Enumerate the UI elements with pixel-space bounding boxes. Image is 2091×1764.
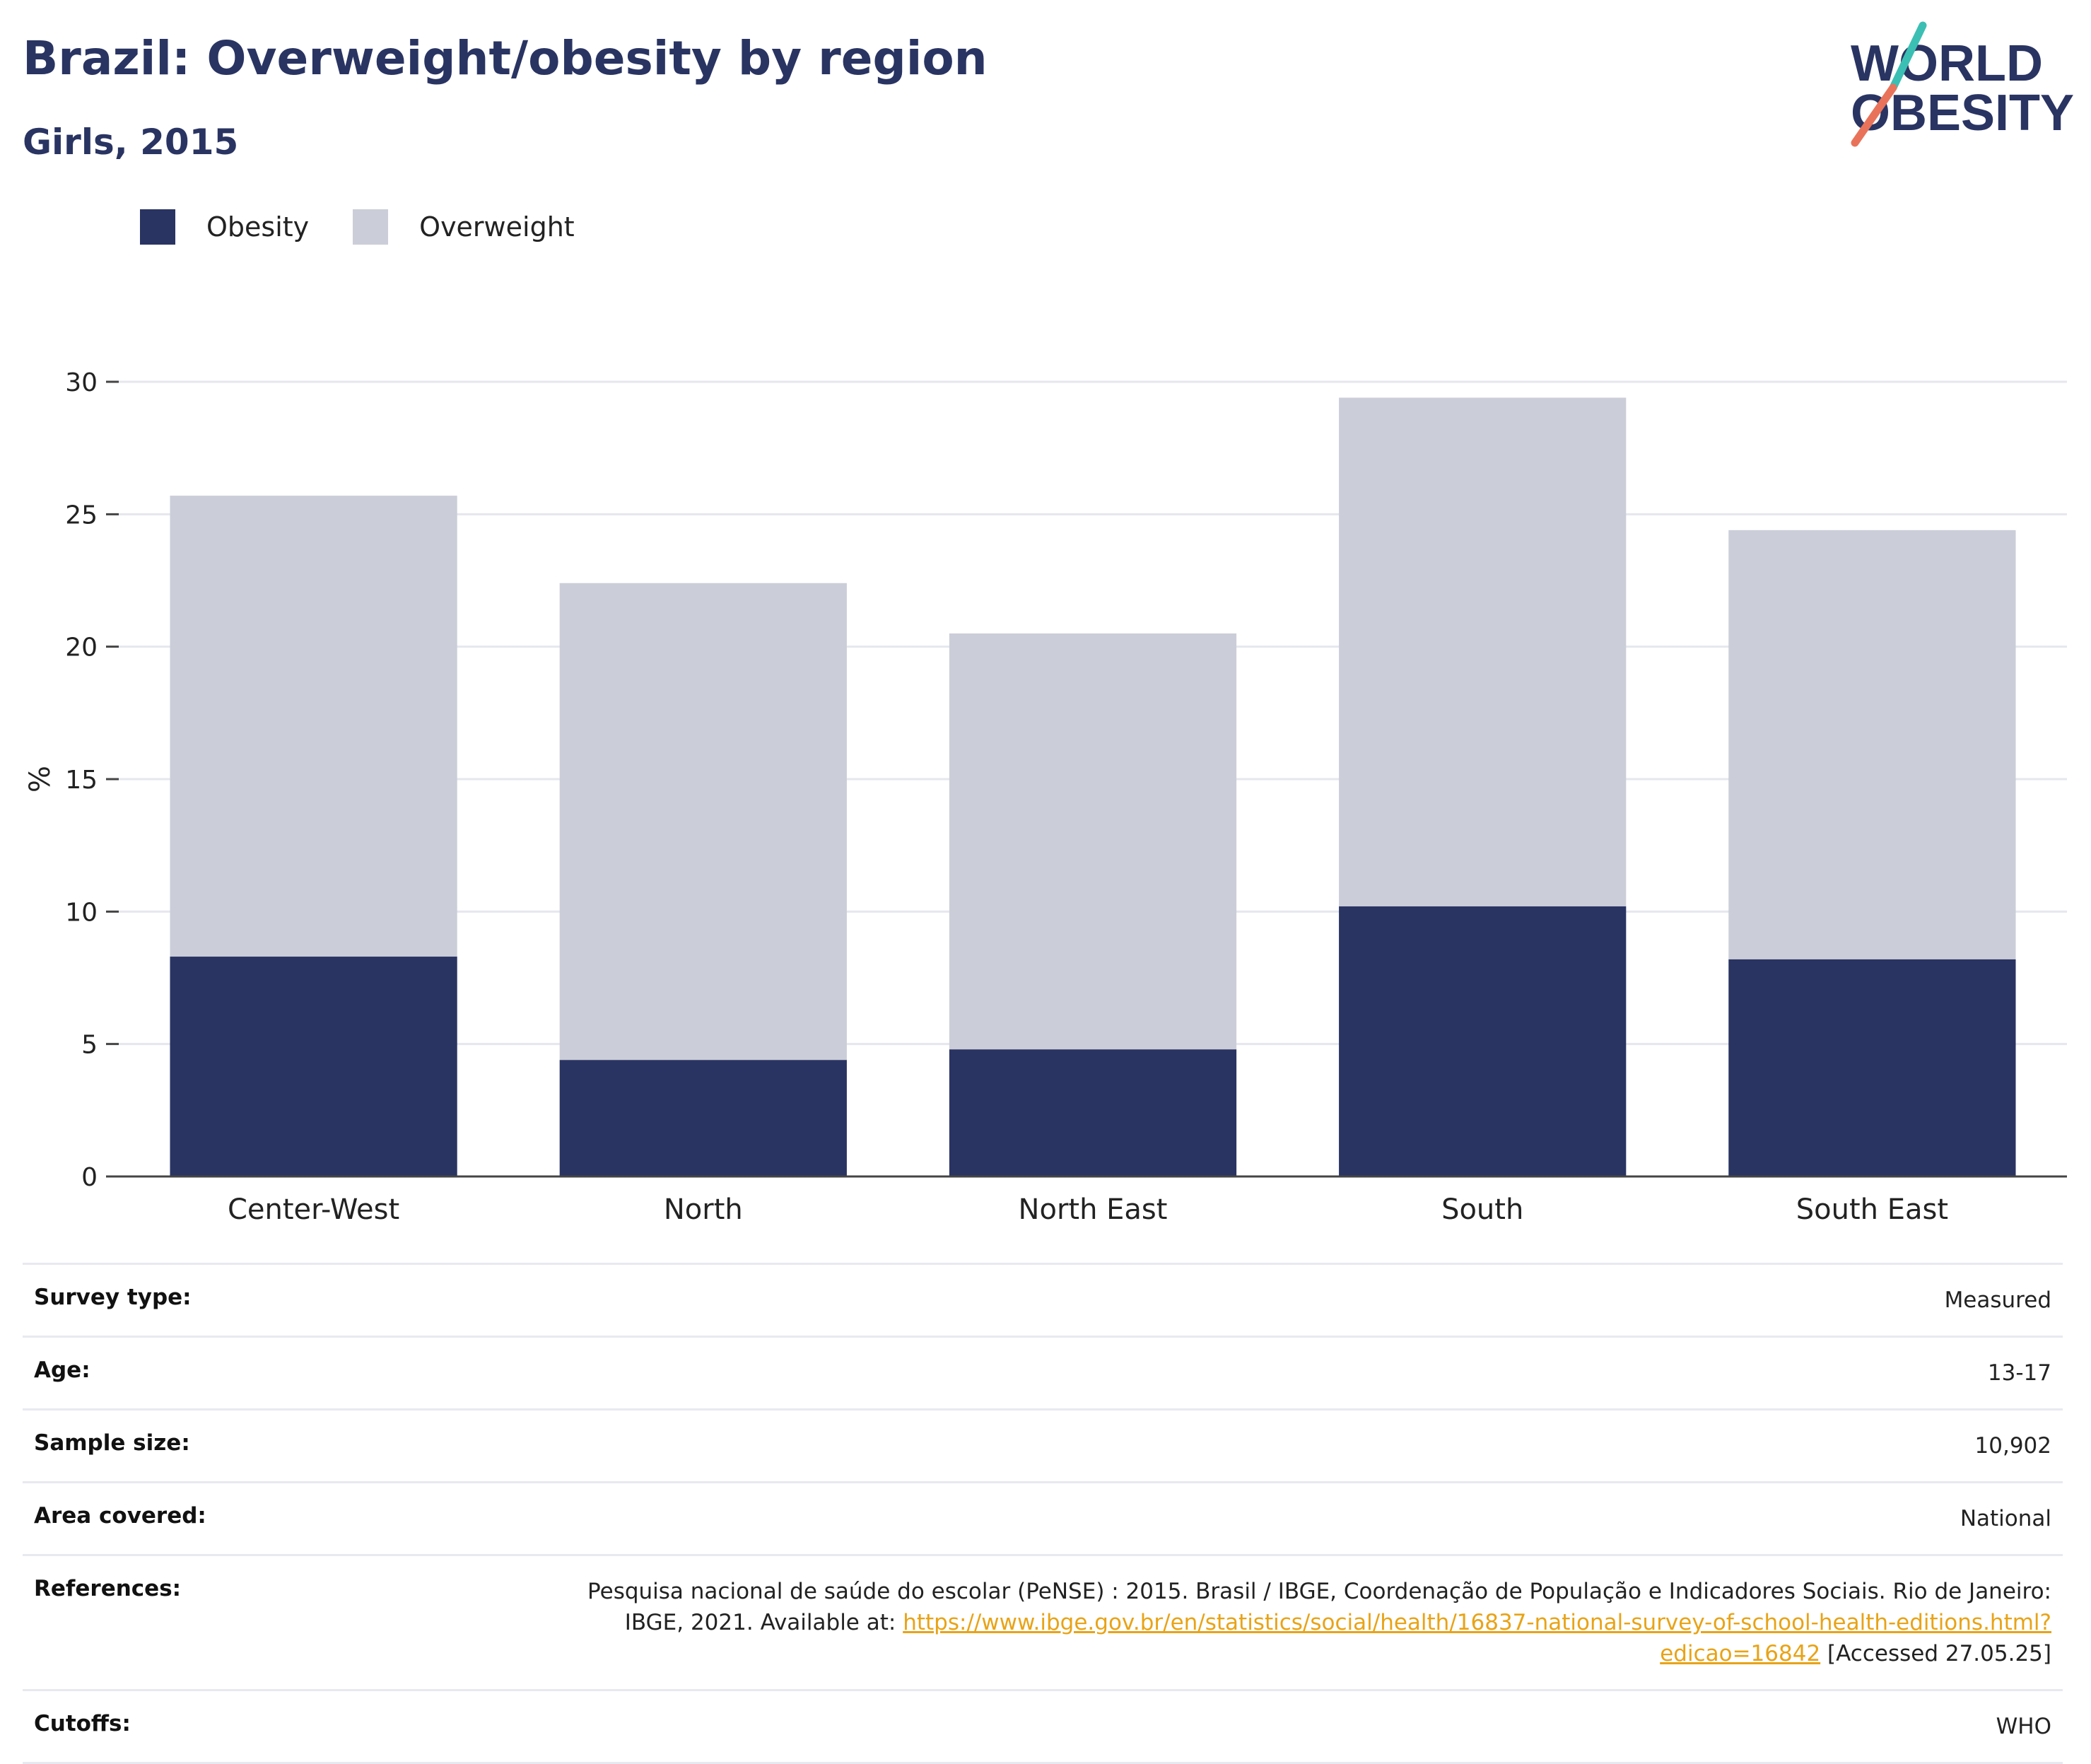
y-tick-label-20: 20 [65, 633, 98, 662]
bar-obesity-north-east [949, 1049, 1237, 1176]
bar-obesity-center-west [170, 957, 457, 1176]
meta-value-survey-type: Measured [1944, 1287, 2051, 1313]
x-tick-label-south-east: South East [1796, 1193, 1948, 1226]
meta-value-sample-size: 10,902 [1974, 1433, 2051, 1459]
meta-key-cutoffs: Cutoffs: [34, 1711, 131, 1736]
bar-overweight-north-east [949, 633, 1237, 1050]
meta-key-age: Age: [34, 1357, 90, 1383]
bar-obesity-north [559, 1060, 847, 1176]
meta-value-area-covered: National [1960, 1506, 2051, 1531]
meta-value-references: Pesquisa nacional de saúde do escolar (P… [567, 1576, 2051, 1669]
x-tick-label-south: South [1441, 1193, 1523, 1226]
chart-subtitle: Girls, 2015 [23, 122, 239, 163]
stacked-bar-chart: 0 5 10 15 20 25 30% Center-West North North East S… [24, 368, 2067, 1226]
y-axis-label: % [24, 766, 57, 793]
legend-item-obesity[interactable]: Obesity [140, 209, 309, 245]
legend-item-overweight[interactable]: Overweight [353, 209, 575, 245]
bar-overweight-center-west [170, 496, 457, 957]
reference-link[interactable]: https://www.ibge.gov.br/en/statistics/so… [903, 1610, 2051, 1666]
world-obesity-logo: WORLD OBESITY [1851, 21, 2074, 147]
meta-row-cutoffs: Cutoffs: WHO [23, 1691, 2063, 1764]
y-tick-label-25: 25 [65, 501, 98, 530]
legend-swatch-obesity [140, 209, 175, 245]
meta-key-area-covered: Area covered: [34, 1503, 206, 1529]
bar-overweight-south-east [1728, 530, 2016, 959]
reference-text: Pesquisa nacional de saúde do escolar (P… [587, 1579, 2051, 1635]
bar-obesity-south-east [1728, 959, 2016, 1176]
x-tick-label-north: North [664, 1193, 743, 1226]
y-tick-label-15: 15 [65, 766, 98, 795]
y-tick-label-5: 5 [81, 1031, 98, 1060]
x-tick-label-center-west: Center-West [228, 1193, 399, 1226]
meta-row-area-covered: Area covered: National [23, 1483, 2063, 1556]
meta-row-sample-size: Sample size: 10,902 [23, 1410, 2063, 1483]
meta-value-age: 13-17 [1987, 1360, 2051, 1386]
bar-obesity-south [1339, 906, 1627, 1176]
bar-overweight-north [559, 583, 847, 1061]
y-tick-label-10: 10 [65, 898, 98, 927]
svg-text:OBESITY: OBESITY [1851, 85, 2074, 141]
meta-key-survey-type: Survey type: [34, 1285, 192, 1310]
legend-swatch-overweight [353, 209, 389, 245]
meta-row-survey-type: Survey type: Measured [23, 1265, 2063, 1338]
svg-text:WORLD: WORLD [1851, 35, 2043, 92]
legend-label-overweight: Overweight [419, 211, 575, 243]
x-tick-label-north-east: North East [1019, 1193, 1168, 1226]
meta-row-age: Age: 13-17 [23, 1338, 2063, 1410]
meta-value-cutoffs: WHO [1996, 1714, 2051, 1739]
y-tick-label-0: 0 [81, 1163, 98, 1192]
survey-metadata-table: Survey type: Measured Age: 13-17 Sample … [23, 1263, 2063, 1764]
y-tick-label-30: 30 [65, 368, 98, 397]
bar-overweight-south [1339, 397, 1627, 906]
meta-key-references: References: [34, 1576, 182, 1601]
meta-key-sample-size: Sample size: [34, 1430, 190, 1456]
chart-legend: Obesity Overweight [140, 209, 619, 245]
reference-accessed: [Accessed 27.05.25] [1820, 1641, 2051, 1666]
chart-title: Brazil: Overweight/obesity by region [23, 31, 988, 86]
meta-row-references: References: Pesquisa nacional de saúde d… [23, 1556, 2063, 1691]
legend-label-obesity: Obesity [206, 211, 310, 243]
